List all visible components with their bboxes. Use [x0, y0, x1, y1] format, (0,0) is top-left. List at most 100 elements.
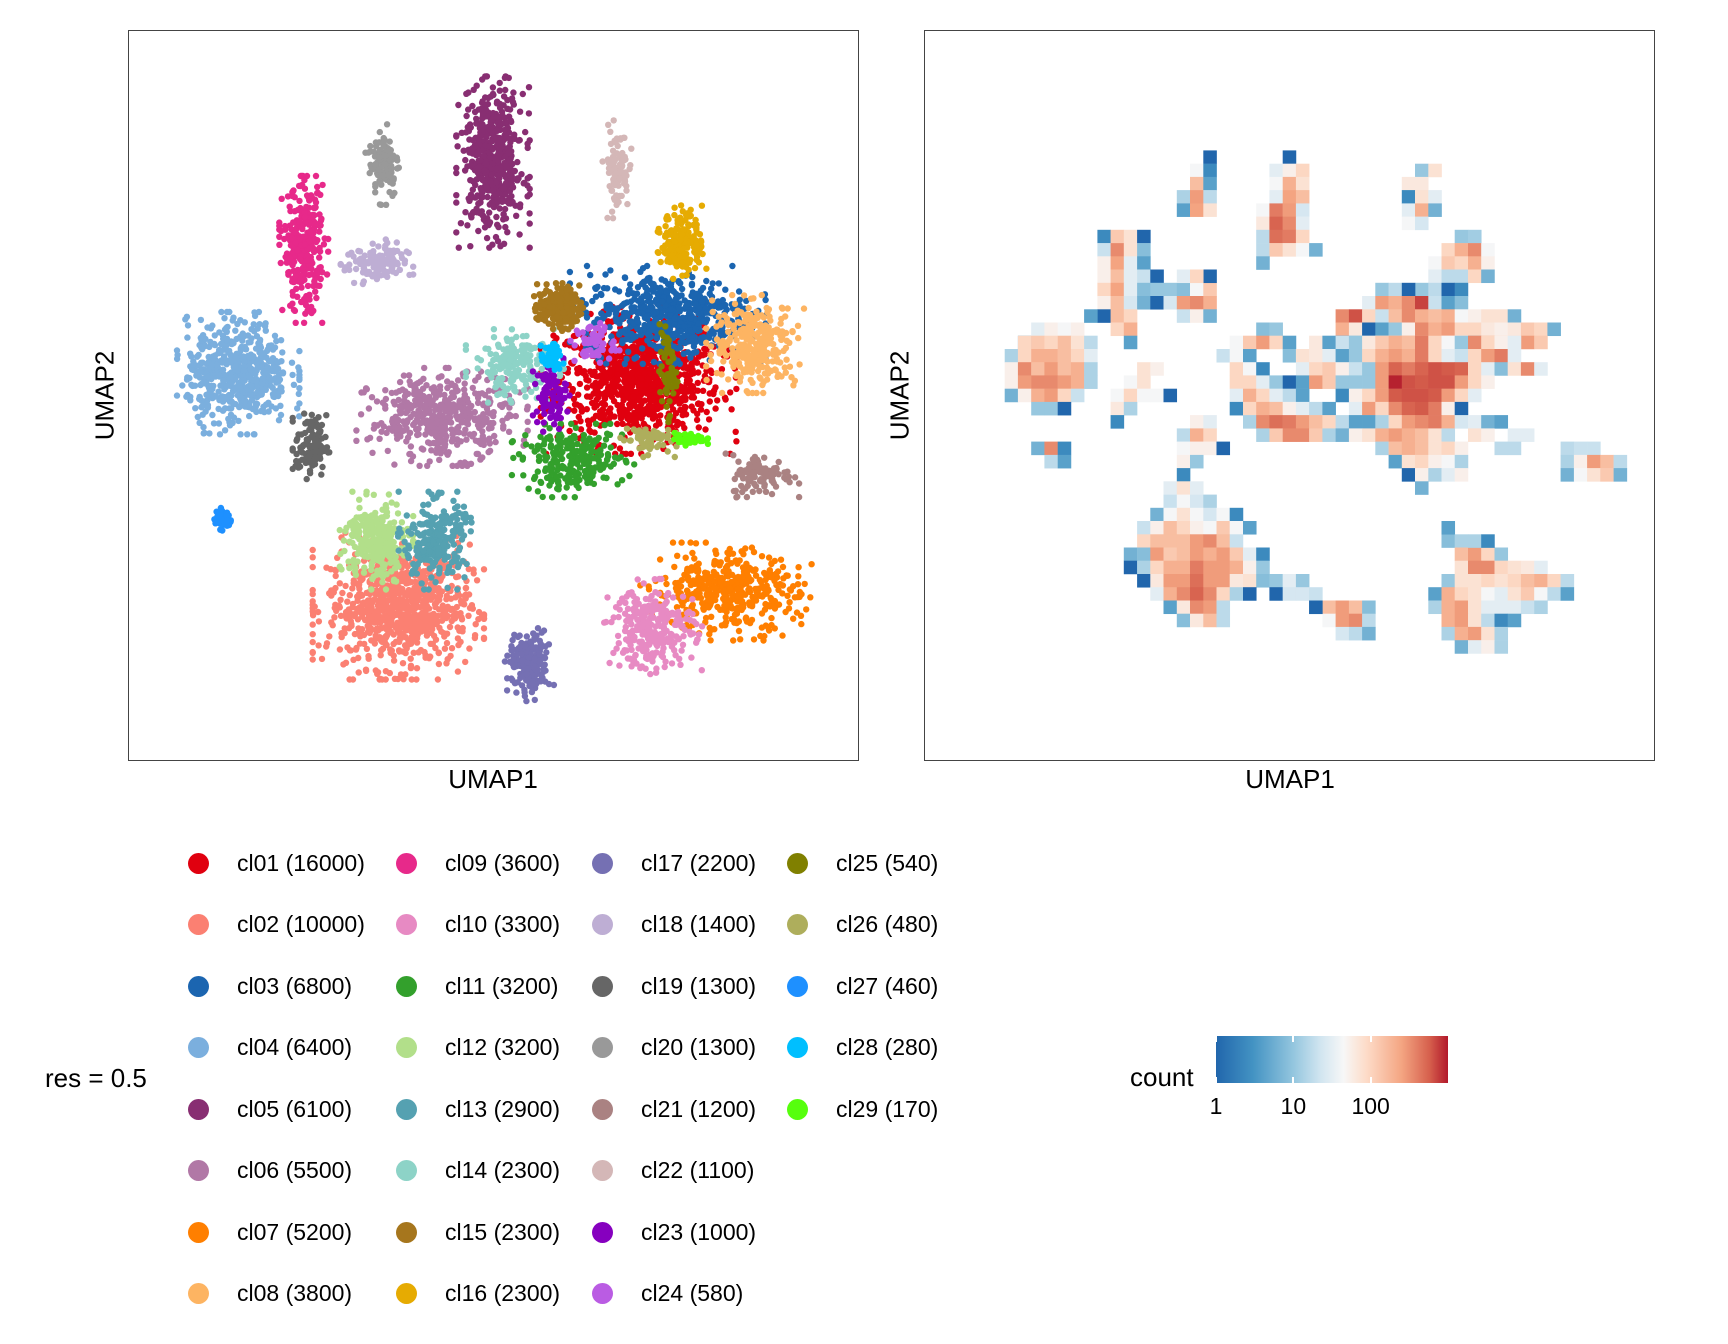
scatter-point — [428, 447, 435, 454]
scatter-point — [766, 313, 773, 320]
scatter-point — [476, 148, 483, 155]
scatter-point — [325, 235, 332, 243]
scatter-point — [583, 406, 590, 413]
scatter-point — [409, 453, 417, 460]
scatter-point — [676, 655, 683, 662]
scatter-point — [477, 132, 484, 139]
scatter-point — [209, 411, 216, 419]
scatter-point — [492, 438, 499, 446]
scatter-point — [362, 666, 370, 673]
scatter-point — [466, 645, 473, 652]
scatter-point — [758, 291, 765, 299]
scatter-point — [603, 301, 610, 309]
scatter-point — [309, 638, 316, 646]
scatter-point — [679, 314, 686, 321]
scatter-point — [192, 405, 199, 412]
scatter-point — [204, 373, 212, 381]
scatter-point — [325, 248, 332, 255]
scatter-point — [353, 427, 360, 434]
scatter-point — [703, 277, 710, 285]
scatter-point — [783, 572, 790, 579]
scatter-point — [728, 578, 735, 586]
scatter-point — [509, 198, 516, 206]
scatter-point — [693, 348, 700, 356]
scatter-point — [674, 419, 682, 426]
scatter-point — [789, 328, 796, 336]
scatter-point — [480, 566, 488, 573]
scatter-point — [408, 404, 415, 412]
scatter-point — [722, 614, 729, 621]
scatter-point — [493, 100, 501, 107]
scatter-point — [688, 280, 696, 288]
scatter-point — [353, 644, 360, 652]
scatter-point — [461, 386, 468, 393]
scatter-point — [726, 545, 733, 553]
scatter-point — [689, 549, 696, 557]
scatter-point — [637, 412, 645, 419]
scatter-point — [402, 625, 409, 633]
scatter-point — [495, 223, 502, 231]
scatter-point — [643, 405, 650, 413]
scatter-point — [669, 287, 676, 294]
scatter-point — [429, 640, 436, 648]
scatter-point — [329, 622, 336, 629]
cluster-cl03-points — [566, 262, 769, 367]
scatter-point — [576, 380, 584, 388]
scatter-point — [237, 317, 244, 324]
scatter-point — [765, 602, 772, 609]
scatter-point — [765, 554, 773, 561]
scatter-point — [783, 337, 790, 344]
scatter-point — [566, 268, 574, 276]
scatter-point — [318, 655, 326, 663]
scatter-point — [736, 378, 744, 385]
scatter-point — [643, 313, 651, 320]
scatter-point — [750, 322, 758, 330]
scatter-point — [777, 332, 784, 339]
scatter-point — [703, 325, 710, 332]
scatter-point — [396, 387, 403, 395]
scatter-point — [743, 388, 750, 395]
scatter-point — [211, 340, 218, 348]
scatter-point — [507, 172, 514, 180]
scatter-point — [621, 360, 628, 367]
scatter-point — [309, 656, 316, 663]
scatter-point — [722, 396, 729, 403]
scatter-point — [454, 624, 461, 631]
scatter-point — [399, 660, 407, 667]
scatter-point — [416, 604, 424, 611]
scatter-point — [616, 445, 624, 452]
scatter-point — [267, 357, 274, 365]
scatter-point — [601, 312, 608, 320]
scatter-point — [415, 425, 422, 432]
scatter-point — [795, 573, 802, 580]
scatter-point — [594, 373, 601, 380]
scatter-point — [745, 342, 752, 350]
scatter-point — [779, 632, 786, 639]
scatter-point — [306, 237, 313, 245]
scatter-point — [407, 662, 415, 669]
scatter-point — [731, 611, 739, 618]
scatter-point — [470, 570, 477, 577]
scatter-point — [762, 576, 769, 584]
scatter-point — [483, 234, 491, 242]
scatter-point — [391, 586, 398, 593]
scatter-point — [465, 106, 472, 113]
scatter-point — [215, 405, 222, 413]
scatter-point — [735, 627, 743, 635]
scatter-point — [398, 634, 405, 641]
scatter-point — [756, 576, 763, 584]
scatter-point — [550, 332, 557, 339]
scatter-point — [658, 276, 665, 283]
scatter-point — [342, 582, 349, 590]
scatter-point — [397, 410, 404, 417]
scatter-point — [423, 629, 431, 636]
scatter-point — [592, 412, 600, 419]
scatter-point — [640, 278, 648, 285]
scatter-point — [250, 431, 258, 438]
scatter-point — [294, 405, 301, 412]
scatter-point — [405, 372, 413, 379]
scatter-point — [415, 649, 422, 656]
scatter-point — [684, 301, 691, 308]
scatter-point — [208, 361, 216, 368]
scatter-point — [237, 431, 244, 438]
